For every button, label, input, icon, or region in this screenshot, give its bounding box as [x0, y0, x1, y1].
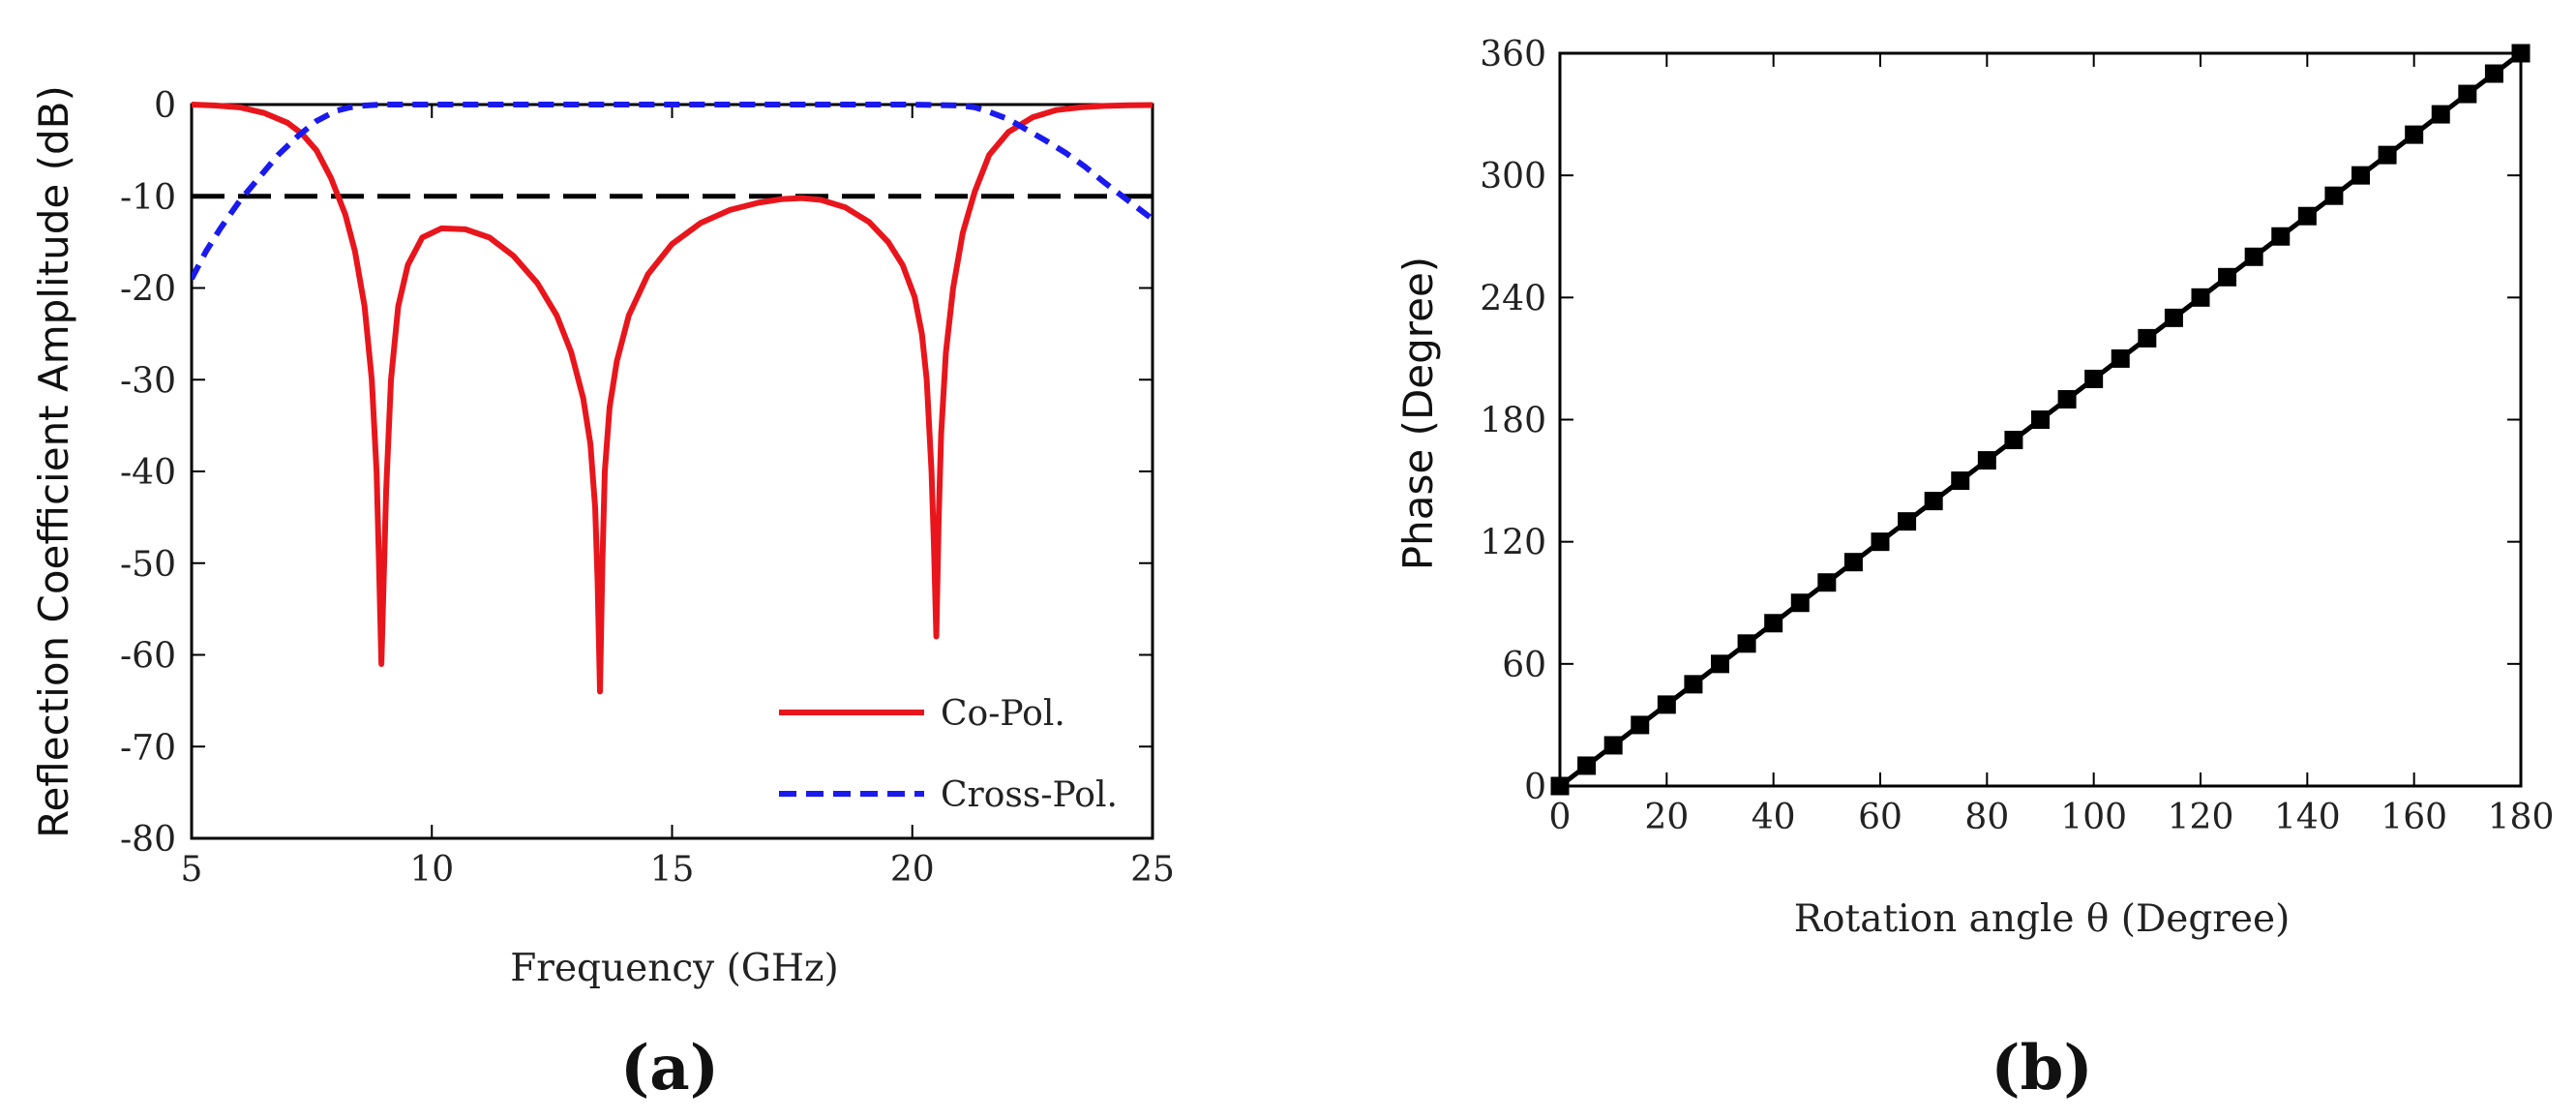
panel-b-y-axis-title: Phase (Degree)	[1394, 257, 1442, 570]
panel-b-x-tick-label: 180	[2488, 798, 2555, 837]
panel-a-y-tick-label: -70	[120, 728, 176, 768]
panel-a-x-tick-label: 25	[1130, 850, 1175, 890]
panel-a-series-cross-pol-line	[192, 102, 1153, 281]
panel-a-x-tick-label: 20	[890, 850, 935, 890]
panel-b-data-point-marker	[1871, 532, 1890, 552]
panel-a-y-tick-label: -60	[120, 637, 176, 677]
panel-b-data-point-marker	[1843, 553, 1863, 572]
panel-b-x-tick-label: 60	[1858, 798, 1902, 837]
panel-b-data-point-marker	[2271, 227, 2291, 246]
panel-b-y-tick-label: 180	[1480, 402, 1546, 441]
panel-b-data-point-marker	[2458, 84, 2477, 104]
panel-b-y-tick-label: 300	[1480, 157, 1546, 197]
panel-b-x-tick-label: 0	[1549, 798, 1572, 837]
panel-b-data-point-marker	[1764, 614, 1783, 633]
panel-a-x-axis-title: Frequency (GHz)	[510, 947, 838, 990]
panel-a-x-tick-label: 5	[181, 850, 203, 890]
panel-b-data-point-marker	[2378, 145, 2397, 165]
panel-a-y-tick-label: -80	[120, 820, 176, 860]
panel-b-data-point-marker	[2324, 186, 2344, 205]
panel-b-data-point-marker	[1977, 451, 1996, 470]
panel-b-data-point-marker	[2084, 369, 2104, 388]
panel-a-y-tick-label: -30	[120, 361, 176, 401]
panel-b-data-point-marker	[2191, 288, 2210, 307]
panel-b-data-point-marker	[1817, 573, 1837, 592]
panel-a-plot-area: 5 10 15 20 25 0 -10 -20 -30 -40 -50 -60 -70 -80	[120, 86, 1175, 890]
panel-b-data-point-marker	[2218, 267, 2237, 287]
panel-b-label: (b)	[1991, 1032, 2092, 1105]
panel-a-series-co-pol-line	[192, 102, 1153, 695]
panel-b-data-point-marker	[1603, 736, 1623, 755]
panel-b-plot-area: 0 20 40 60 80 100 120 140 160 180 0 60 120 180 240 300 3…	[1480, 35, 2554, 837]
panel-b-data-point-marker	[2164, 308, 2183, 327]
panel-a-y-tick-label: -50	[120, 545, 176, 585]
panel-b-x-tick-label: 80	[1964, 798, 2009, 837]
panel-b-data-point-marker	[2431, 105, 2450, 124]
panel-b-y-tick-label: 0	[1524, 768, 1546, 807]
panel-b-y-tick-label: 360	[1480, 35, 1546, 75]
panel-b-data-point-marker	[2111, 348, 2130, 368]
panel-b-data-point-marker	[1577, 756, 1597, 775]
panel-b-data-point-marker	[2297, 206, 2317, 226]
panel-b-x-tick-label: 100	[2060, 798, 2127, 837]
panel-b-data-point-marker	[2138, 328, 2157, 348]
panel-b-data-point-marker	[2351, 166, 2370, 185]
panel-b-data-point-marker	[1790, 593, 1810, 613]
panel-a-y-tick-label: -20	[120, 270, 176, 310]
panel-a-legend: Co-Pol. Cross-Pol.	[779, 694, 1118, 815]
panel-b-data-point-marker	[1951, 471, 1970, 491]
panel-b-data-point-marker	[2405, 125, 2424, 144]
panel-b-data-point-marker	[1684, 675, 1703, 694]
panel-b-y-tick-label: 240	[1480, 279, 1546, 318]
panel-a-label: (a)	[620, 1032, 719, 1105]
panel-b-x-tick-label: 140	[2274, 798, 2341, 837]
panel-a-y-axis-title: Reflection Coefficient Amplitude (dB)	[30, 85, 77, 838]
legend-co-pol-label: Co-Pol.	[941, 694, 1065, 734]
panel-b-x-tick-label: 40	[1752, 798, 1796, 837]
panel-b-data-point-marker	[2004, 431, 2023, 450]
panel-a-y-tick-label: -40	[120, 453, 176, 493]
panel-b-x-tick-label: 20	[1644, 798, 1689, 837]
panel-b-data-point-marker	[1550, 776, 1570, 796]
panel-b-y-tick-label: 120	[1480, 524, 1546, 563]
panel-b-data-point-marker	[2484, 64, 2503, 83]
panel-b-data-point-marker	[2244, 247, 2263, 266]
panel-a-y-tick-label: 0	[154, 86, 176, 126]
panel-b-data-point-marker	[1898, 512, 1917, 531]
panel-b-data-point-marker	[2057, 389, 2077, 409]
panel-a-x-tick-label: 10	[409, 850, 454, 890]
panel-a-chart: 5 10 15 20 25 0 -10 -20 -30 -40 -50 -60 -70 -80 Frequ…	[30, 85, 1175, 1105]
panel-b-x-tick-label: 160	[2381, 798, 2447, 837]
panel-b-data-point-marker	[1657, 695, 1676, 714]
panel-b-data-point-marker	[2511, 44, 2531, 63]
legend-cross-pol-label: Cross-Pol.	[941, 775, 1118, 815]
panel-b-data-point-marker	[1737, 634, 1756, 653]
panel-b-chart: 0 20 40 60 80 100 120 140 160 180 0 60 120 180 240 300 3…	[1394, 35, 2554, 1105]
panel-a-x-tick-label: 15	[650, 850, 695, 890]
panel-b-data-point-marker	[2031, 410, 2050, 429]
panel-b-y-tick-label: 60	[1502, 646, 1546, 685]
panel-b-x-tick-label: 120	[2168, 798, 2234, 837]
panel-b-data-point-marker	[1711, 654, 1729, 674]
panel-b-data-point-marker	[1924, 492, 1943, 511]
panel-a-y-tick-label: -10	[120, 178, 176, 218]
panel-b-data-point-marker	[1631, 715, 1650, 735]
panel-b-x-axis-title: Rotation angle θ (Degree)	[1794, 897, 2291, 941]
